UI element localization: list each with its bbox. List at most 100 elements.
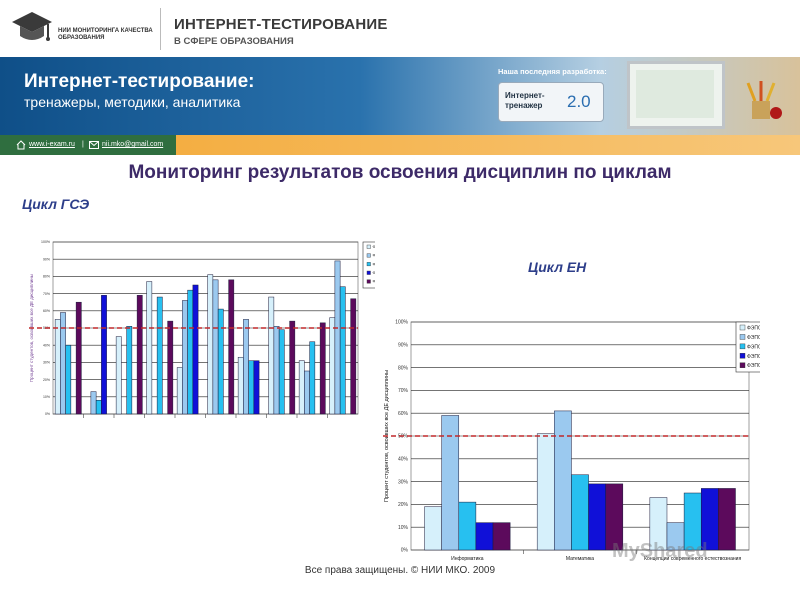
legend-swatch xyxy=(366,279,371,284)
legend-label: ФЭПО-9 xyxy=(747,354,760,360)
bar-фэпо-6 xyxy=(207,274,214,415)
category-label: Математика xyxy=(566,556,594,562)
legend-swatch xyxy=(366,244,371,249)
bar-фэпо-8 xyxy=(187,289,194,415)
bar-фэпо-6 xyxy=(146,281,153,415)
site-header: НИИ МОНИТОРИНГА КАЧЕСТВА ОБРАЗОВАНИЯ ИНТ… xyxy=(0,0,800,57)
legend-label: ФЭПО-8 xyxy=(747,344,760,350)
y-tick-label: 0% xyxy=(45,412,50,416)
bar-фэпо-7 xyxy=(441,415,460,551)
home-icon xyxy=(16,140,26,150)
mail-icon xyxy=(89,141,99,149)
bar-фэпо-7 xyxy=(334,260,341,415)
bar-фэпо-8 xyxy=(217,308,224,415)
bar-фэпо-6 xyxy=(329,317,336,415)
y-tick-label: 70% xyxy=(398,388,409,394)
bar-фэпо-10 xyxy=(350,298,357,415)
bar-фэпо-6 xyxy=(176,367,183,415)
bar-фэпо-9 xyxy=(588,483,606,551)
y-tick-label: 90% xyxy=(43,257,50,261)
contact-bar-accent xyxy=(176,135,800,155)
monitor-illustration xyxy=(627,61,725,129)
legend-swatch xyxy=(739,362,746,368)
y-tick-label: 10% xyxy=(43,395,50,399)
y-tick-label: 80% xyxy=(43,275,50,279)
banner-subtitle: тренажеры, методики, аналитика xyxy=(24,94,241,110)
y-tick-label: 0% xyxy=(401,548,409,554)
legend-label: ФЭПО-7 xyxy=(747,335,760,341)
y-tick-label: 20% xyxy=(398,502,409,508)
y-tick-label: 30% xyxy=(398,479,409,485)
legend-label: ФЭПО-10 xyxy=(747,363,760,369)
legend-label: ФЭПО-8 xyxy=(373,261,376,266)
monitor-screen xyxy=(636,70,714,118)
bar-фэпо-10 xyxy=(718,488,736,551)
y-tick-label: 100% xyxy=(395,320,408,326)
legend-swatch xyxy=(739,343,746,350)
en-cycle-label: Цикл ЕН xyxy=(528,259,587,275)
legend-swatch xyxy=(366,270,371,275)
bar-фэпо-7 xyxy=(90,391,97,415)
legend-swatch xyxy=(739,334,746,340)
legend-label: ФЭПО-6 xyxy=(747,326,760,332)
site-link[interactable]: www.i-exam.ru xyxy=(29,141,75,148)
logo-text: НИИ МОНИТОРИНГА КАЧЕСТВА ОБРАЗОВАНИЯ xyxy=(58,28,153,41)
banner-title: Интернет-тестирование: xyxy=(24,71,255,92)
email-link[interactable]: nii.mko@gmail.com xyxy=(102,141,164,148)
bar-фэпо-6 xyxy=(237,356,244,415)
header-title: ИНТЕРНЕТ-ТЕСТИРОВАНИЕ xyxy=(174,16,388,33)
y-tick-label: 10% xyxy=(398,525,409,531)
category-label: Информатика xyxy=(451,556,484,562)
trainer-version: 2.0 xyxy=(567,92,591,111)
bar-фэпо-7 xyxy=(212,279,219,415)
contact-bar xyxy=(0,135,176,155)
bar-фэпо-10 xyxy=(289,320,296,415)
gse-bar-chart: 0%10%20%30%40%50%60%70%80%90%100%Процент… xyxy=(29,240,376,418)
bar-фэпо-8 xyxy=(156,296,163,415)
bar-фэпо-6 xyxy=(54,319,61,415)
link-separator: | xyxy=(82,141,84,148)
y-tick-label: 40% xyxy=(398,456,409,462)
y-tick-label: 40% xyxy=(43,343,50,347)
bar-фэпо-9 xyxy=(192,284,199,415)
bar-фэпо-8 xyxy=(309,341,316,415)
y-tick-label: 20% xyxy=(43,378,50,382)
bar-фэпо-10 xyxy=(605,483,624,551)
bar-фэпо-8 xyxy=(339,286,346,415)
en-bar-chart: 0%10%20%30%40%50%60%70%80%90%100%Процент… xyxy=(383,320,760,562)
y-tick-label: 70% xyxy=(43,292,50,296)
bar-фэпо-8 xyxy=(278,329,285,415)
bar-фэпо-7 xyxy=(304,370,310,415)
bar-фэпо-8 xyxy=(65,344,72,415)
y-tick-label: 60% xyxy=(398,411,409,417)
bar-фэпо-7 xyxy=(554,410,572,551)
legend-swatch xyxy=(739,353,746,359)
watermark: MyShared xyxy=(612,540,708,562)
legend-swatch xyxy=(366,253,371,258)
bar-фэпо-6 xyxy=(298,360,305,415)
bar-фэпо-10 xyxy=(167,320,174,415)
bar-фэпо-7 xyxy=(273,326,280,415)
header-divider xyxy=(160,8,161,50)
trainer-label: Интернет-тренажер xyxy=(505,91,545,110)
trainer-promo-button[interactable]: Интернет-тренажер 2.0 xyxy=(498,82,604,122)
category-label: Концепции современного естествознания xyxy=(644,556,741,562)
legend-swatch xyxy=(366,262,371,267)
y-tick-label: 100% xyxy=(41,240,50,244)
legend-label: ФЭПО-10 xyxy=(373,279,376,284)
bar-фэпо-6 xyxy=(115,336,122,415)
nii-mko-logo[interactable]: НИИ МОНИТОРИНГА КАЧЕСТВА ОБРАЗОВАНИЯ xyxy=(8,6,158,52)
bar-фэпо-7 xyxy=(243,319,249,415)
y-tick-label: 80% xyxy=(398,365,409,371)
bar-фэпо-6 xyxy=(424,506,442,551)
bar-фэпо-6 xyxy=(536,433,555,551)
copyright-footer: Все права защищены. © НИИ МКО. 2009 xyxy=(304,565,496,576)
header-subtitle: В СФЕРЕ ОБРАЗОВАНИЯ xyxy=(174,36,294,47)
gse-cycle-label: Цикл ГСЭ xyxy=(22,196,90,212)
y-tick-label: 90% xyxy=(398,342,409,348)
bar-фэпо-8 xyxy=(126,326,133,415)
pencil-cup-icon xyxy=(746,81,782,119)
bar-фэпо-10 xyxy=(492,522,511,551)
y-tick-label: 60% xyxy=(43,309,50,313)
bar-фэпо-8 xyxy=(95,399,102,415)
